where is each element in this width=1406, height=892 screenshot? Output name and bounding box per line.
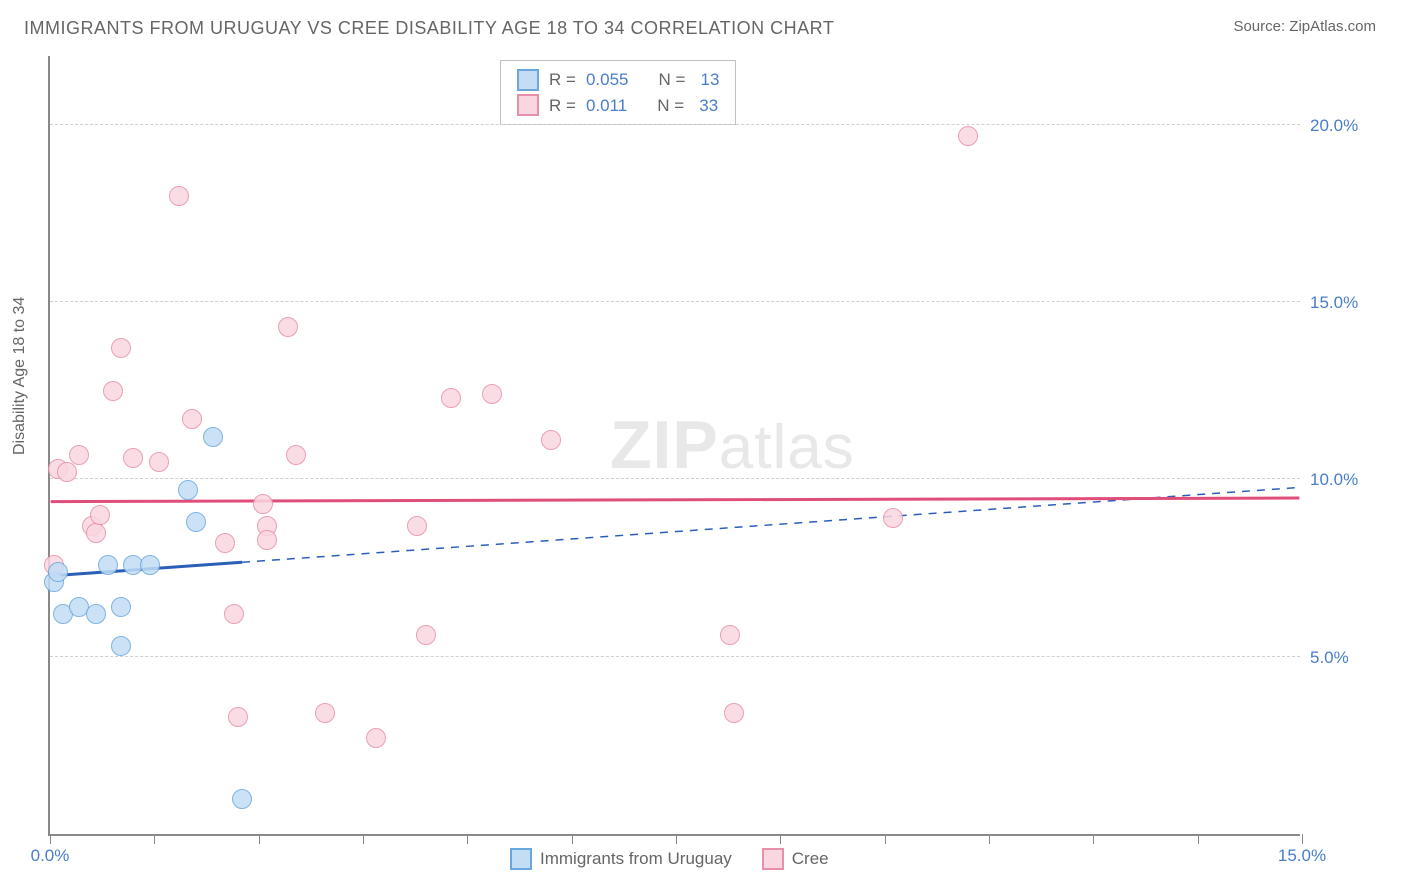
legend-r-value: 0.011: [586, 93, 627, 119]
data-point: [186, 512, 206, 532]
legend-n-value: 13: [695, 67, 719, 93]
legend-swatch: [517, 94, 539, 116]
legend-item: Cree: [762, 848, 829, 870]
data-point: [441, 388, 461, 408]
data-point: [407, 516, 427, 536]
trend-line-dashed: [242, 487, 1299, 562]
legend-r-label: R =: [549, 67, 576, 93]
x-tick: [154, 834, 155, 844]
data-point: [48, 562, 68, 582]
legend-swatch: [762, 848, 784, 870]
source-attribution: Source: ZipAtlas.com: [1233, 18, 1376, 35]
legend-swatch: [510, 848, 532, 870]
data-point: [178, 480, 198, 500]
x-tick-label: 15.0%: [1278, 846, 1326, 866]
data-point: [169, 186, 189, 206]
y-tick-label: 10.0%: [1310, 470, 1358, 490]
data-point: [958, 126, 978, 146]
data-point: [98, 555, 118, 575]
y-axis-label: Disability Age 18 to 34: [11, 297, 29, 455]
data-point: [111, 338, 131, 358]
x-tick-label: 0.0%: [31, 846, 70, 866]
legend-label: Immigrants from Uruguay: [540, 849, 732, 869]
chart-header: IMMIGRANTS FROM URUGUAY VS CREE DISABILI…: [0, 0, 1406, 47]
legend-swatch: [517, 69, 539, 91]
data-point: [57, 462, 77, 482]
data-point: [224, 604, 244, 624]
chart-container: Disability Age 18 to 34 ZIPatlas R =0.05…: [48, 56, 1388, 836]
correlation-legend-row: R = 0.055 N = 13: [517, 67, 719, 93]
data-point: [232, 789, 252, 809]
legend-r-label: R =: [549, 93, 576, 119]
y-tick-label: 20.0%: [1310, 116, 1358, 136]
data-point: [257, 530, 277, 550]
chart-title: IMMIGRANTS FROM URUGUAY VS CREE DISABILI…: [24, 18, 834, 39]
gridline: [50, 301, 1300, 302]
data-point: [720, 625, 740, 645]
data-point: [149, 452, 169, 472]
plot-area: ZIPatlas R =0.055N =13R =0.011N =33 Immi…: [48, 56, 1300, 836]
x-tick: [1093, 834, 1094, 844]
x-tick: [1198, 834, 1199, 844]
data-point: [90, 505, 110, 525]
x-tick: [363, 834, 364, 844]
data-point: [182, 409, 202, 429]
data-point: [541, 430, 561, 450]
data-point: [215, 533, 235, 553]
watermark: ZIPatlas: [610, 406, 855, 484]
data-point: [103, 381, 123, 401]
data-point: [482, 384, 502, 404]
x-tick: [467, 834, 468, 844]
data-point: [724, 703, 744, 723]
gridline: [50, 124, 1300, 125]
data-point: [86, 604, 106, 624]
correlation-legend: R = 0.055 N = 13 R = 0.011 N = 33: [500, 60, 736, 125]
x-tick: [572, 834, 573, 844]
x-tick: [50, 834, 51, 844]
legend-n-label: N =: [658, 67, 685, 93]
y-tick-label: 15.0%: [1310, 293, 1358, 313]
data-point: [140, 555, 160, 575]
data-point: [111, 636, 131, 656]
correlation-legend-row: R = 0.011 N = 33: [517, 93, 719, 119]
data-point: [286, 445, 306, 465]
x-tick: [989, 834, 990, 844]
data-point: [111, 597, 131, 617]
legend-item: Immigrants from Uruguay: [510, 848, 732, 870]
series-legend: Immigrants from Uruguay Cree: [510, 848, 829, 870]
x-tick: [259, 834, 260, 844]
legend-r-value: 0.055: [586, 67, 629, 93]
y-tick-label: 5.0%: [1310, 648, 1349, 668]
gridline: [50, 478, 1300, 479]
x-tick: [885, 834, 886, 844]
data-point: [228, 707, 248, 727]
data-point: [416, 625, 436, 645]
data-point: [366, 728, 386, 748]
legend-n-value: 33: [694, 93, 718, 119]
data-point: [315, 703, 335, 723]
data-point: [86, 523, 106, 543]
data-point: [253, 494, 273, 514]
data-point: [69, 445, 89, 465]
x-tick: [1302, 834, 1303, 844]
data-point: [203, 427, 223, 447]
data-point: [123, 448, 143, 468]
data-point: [278, 317, 298, 337]
x-tick: [676, 834, 677, 844]
data-point: [883, 508, 903, 528]
legend-label: Cree: [792, 849, 829, 869]
legend-n-label: N =: [657, 93, 684, 119]
x-tick: [780, 834, 781, 844]
trend-line-solid: [51, 498, 1300, 502]
gridline: [50, 656, 1300, 657]
